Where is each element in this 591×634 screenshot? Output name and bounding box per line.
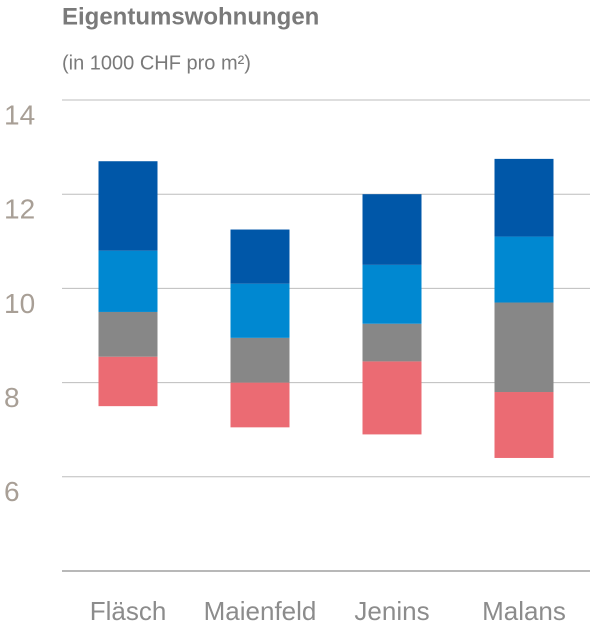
bar-segment	[362, 361, 422, 435]
y-tick-label: 10	[4, 288, 35, 319]
x-tick-label: Fläsch	[90, 596, 167, 626]
y-tick-label: 12	[4, 194, 35, 225]
chart-subtitle: (in 1000 CHF pro m²)	[62, 52, 251, 74]
bar-segment	[494, 302, 554, 393]
bar-segment	[230, 283, 290, 338]
bar-segment	[362, 194, 422, 265]
x-tick-label: Maienfeld	[204, 596, 317, 626]
bar-segment	[362, 264, 422, 324]
chart-title: Eigentumswohnungen	[62, 3, 319, 30]
bar-segment	[494, 392, 554, 458]
bar-segment	[98, 311, 158, 357]
x-tick-label: Malans	[482, 596, 566, 626]
bar-segment	[230, 229, 290, 284]
bar-segment	[362, 323, 422, 362]
y-tick-label: 6	[4, 476, 20, 507]
bar-segment	[494, 158, 554, 237]
bar-segment	[230, 337, 290, 383]
y-tick-label: 14	[4, 99, 35, 130]
bar-segment	[494, 236, 554, 303]
bar-segment	[98, 356, 158, 407]
bar-segment	[230, 382, 290, 428]
bar-segment	[98, 250, 158, 312]
x-tick-label: Jenins	[354, 596, 429, 626]
bar-segment	[98, 161, 158, 251]
y-tick-label: 8	[4, 382, 20, 413]
